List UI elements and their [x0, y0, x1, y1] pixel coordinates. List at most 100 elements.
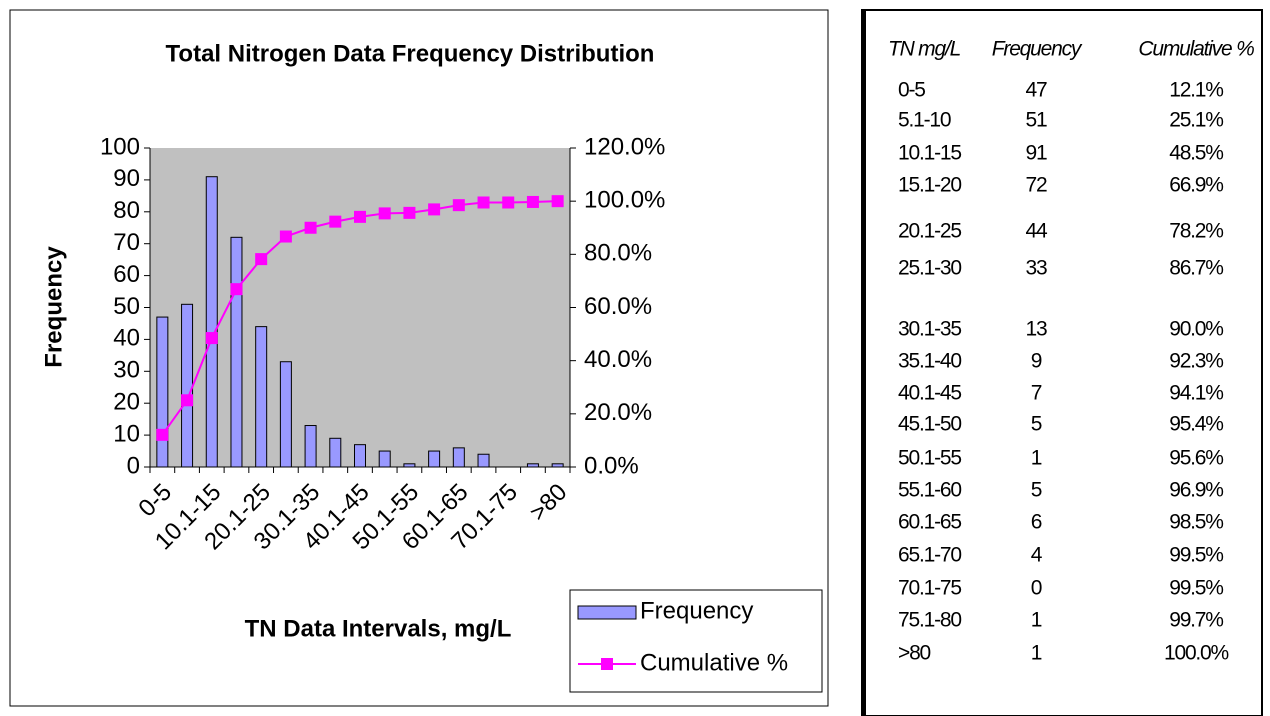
table-cell: 15.1-20 — [898, 174, 961, 197]
legend-label: Cumulative % — [640, 649, 788, 676]
y-tick-label: 50 — [113, 293, 140, 320]
y2-tick-label: 80.0% — [584, 240, 652, 267]
marker — [230, 283, 243, 296]
table-cell: 1 — [1031, 447, 1042, 470]
table-cell: 44 — [1026, 220, 1048, 243]
y2-tick-label: 40.0% — [584, 346, 652, 373]
table-cell: 30.1-35 — [898, 318, 961, 341]
table-cell: 99.7% — [1169, 609, 1223, 632]
table-cell: 25.1-30 — [898, 257, 961, 280]
table-cell: 65.1-70 — [898, 544, 961, 567]
legend-label: Frequency — [640, 597, 753, 624]
marker — [452, 199, 465, 212]
y2-tick-label: 20.0% — [584, 399, 652, 426]
table-frame — [861, 9, 1263, 716]
table-cell: 50.1-55 — [898, 447, 961, 470]
y-tick-label: 30 — [113, 357, 140, 384]
table-cell: >80 — [898, 642, 931, 665]
marker — [329, 215, 342, 228]
table-cell: 99.5% — [1169, 577, 1223, 600]
y2-tick-label: 60.0% — [584, 293, 652, 320]
x-axis-title: TN Data Intervals, mg/L — [245, 615, 512, 642]
table-cell: 86.7% — [1169, 257, 1223, 280]
table-cell: 5 — [1031, 413, 1042, 436]
marker — [428, 203, 441, 216]
table-cell: 10.1-15 — [898, 142, 961, 165]
table-cell: 96.9% — [1169, 479, 1223, 502]
bar — [329, 437, 342, 468]
table-cell: 98.5% — [1169, 511, 1223, 534]
y2-tick-label: 100.0% — [584, 187, 665, 214]
legend-marker — [601, 658, 613, 670]
table-cell: 1 — [1031, 642, 1042, 665]
table-header: Cumulative % — [1138, 38, 1254, 61]
bar — [477, 453, 490, 468]
table-cell: 66.9% — [1169, 174, 1223, 197]
bar — [255, 326, 268, 468]
y-tick-label: 80 — [113, 197, 140, 224]
table-cell: 72 — [1026, 174, 1047, 197]
table-cell: 90.0% — [1169, 318, 1223, 341]
y-tick-label: 10 — [113, 420, 140, 447]
chart-title: Total Nitrogen Data Frequency Distributi… — [166, 40, 655, 67]
table-cell: 45.1-50 — [898, 413, 961, 436]
marker — [304, 221, 317, 234]
table-cell: 0-5 — [898, 79, 925, 102]
table-cell: 99.5% — [1169, 544, 1223, 567]
y-tick-label: 100 — [100, 133, 140, 160]
bar — [156, 316, 169, 468]
bar — [181, 303, 194, 468]
marker — [354, 210, 366, 223]
y-tick-label: 70 — [113, 229, 140, 256]
table-cell: 55.1-60 — [898, 479, 961, 502]
bar — [428, 450, 441, 468]
bar — [354, 444, 366, 468]
table-cell: 40.1-45 — [898, 382, 961, 405]
table-header: TN mg/L — [888, 38, 961, 61]
table-cell: 35.1-40 — [898, 350, 961, 373]
table-cell: 95.4% — [1169, 413, 1223, 436]
marker — [403, 206, 416, 219]
legend-swatch — [577, 605, 637, 620]
y-tick-label: 0 — [127, 452, 140, 479]
bar — [279, 361, 292, 468]
marker — [156, 428, 169, 441]
table-cell: 4 — [1031, 544, 1043, 567]
y-axis-title: Frequency — [40, 246, 67, 368]
bar — [452, 447, 465, 468]
y-tick-label: 20 — [113, 389, 140, 416]
marker — [526, 195, 539, 208]
table-cell: 0 — [1031, 577, 1042, 600]
table-cell: 60.1-65 — [898, 511, 961, 534]
table-cell: 92.3% — [1169, 350, 1223, 373]
marker — [181, 394, 194, 407]
table-cell: 6 — [1031, 511, 1042, 534]
table-cell: 25.1% — [1169, 109, 1223, 132]
marker — [279, 230, 292, 243]
y2-tick-label: 0.0% — [584, 452, 639, 479]
table-cell: 7 — [1031, 382, 1042, 405]
table-cell: 5 — [1031, 479, 1042, 502]
y-tick-label: 40 — [113, 325, 140, 352]
table-cell: 9 — [1031, 350, 1042, 373]
table-cell: 91 — [1026, 142, 1047, 165]
table-cell: 1 — [1031, 609, 1042, 632]
bar — [304, 425, 317, 468]
table-cell: 70.1-75 — [898, 577, 961, 600]
table-cell: 20.1-25 — [898, 220, 961, 243]
bar — [230, 236, 243, 468]
table-cell: 12.1% — [1169, 79, 1223, 102]
table-cell: 95.6% — [1169, 447, 1223, 470]
table-cell: 47 — [1026, 79, 1047, 102]
marker — [255, 253, 268, 266]
y-tick-label: 60 — [113, 261, 140, 288]
table-cell: 48.5% — [1169, 142, 1223, 165]
bar — [378, 450, 391, 468]
table-cell: 75.1-80 — [898, 609, 961, 632]
table-cell: 5.1-10 — [898, 109, 951, 132]
table-cell: 78.2% — [1169, 220, 1223, 243]
marker — [378, 207, 391, 220]
y-tick-label: 90 — [113, 165, 140, 192]
table-cell: 94.1% — [1169, 382, 1223, 405]
